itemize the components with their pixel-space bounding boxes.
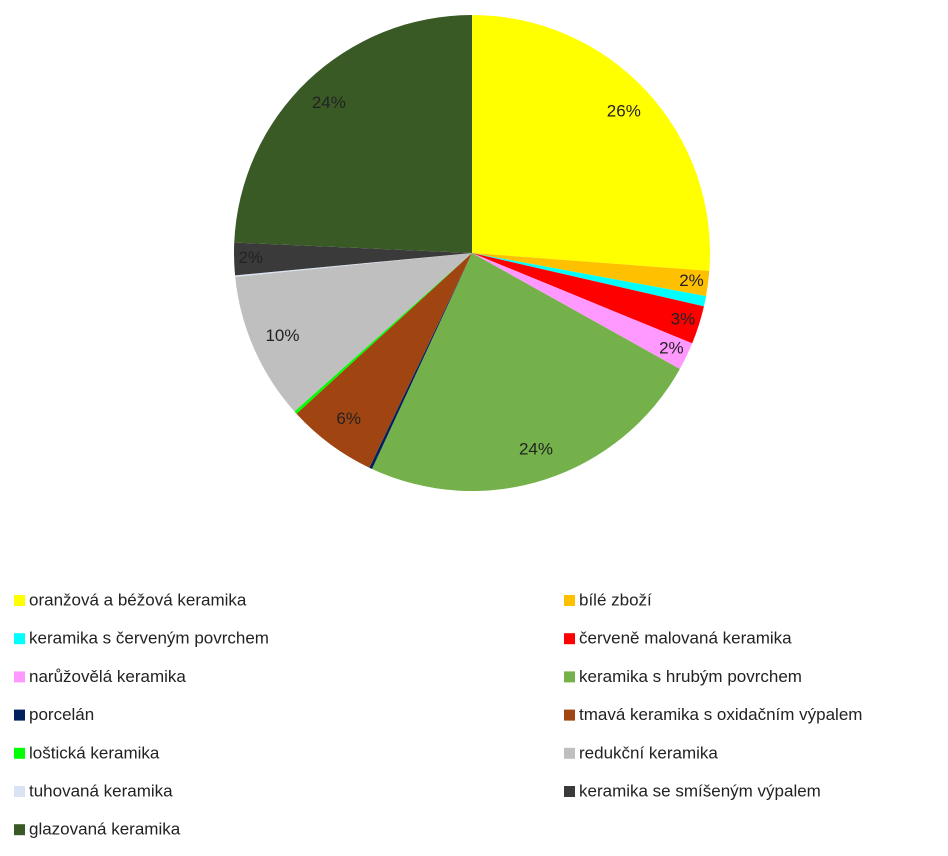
legend-label: tuhovaná keramika <box>29 781 173 800</box>
pie-slice <box>235 253 472 277</box>
legend-swatch <box>564 595 575 606</box>
pie-slice <box>472 253 693 369</box>
data-label: 2% <box>679 271 704 290</box>
legend-swatch <box>14 595 25 606</box>
pie-slice <box>472 253 704 344</box>
pie-slice <box>472 15 710 271</box>
data-label: 26% <box>607 102 641 121</box>
legend-label: bílé zboží <box>579 590 652 609</box>
data-label: 24% <box>312 93 346 112</box>
legend-label: keramika s hrubým povrchem <box>579 667 802 686</box>
legend-swatch <box>564 709 575 721</box>
legend-swatch <box>14 671 25 683</box>
legend-label: oranžová a béžová keramika <box>29 590 247 609</box>
legend-label: červeně malovaná keramika <box>579 629 792 648</box>
data-label: 10% <box>265 326 299 345</box>
pie-slice <box>294 253 472 414</box>
data-label: 6% <box>336 409 361 428</box>
legend-swatch <box>14 633 25 645</box>
legend-label: loštická keramika <box>29 743 160 762</box>
legend-swatch <box>564 747 575 759</box>
legend-label: porcelán <box>29 705 94 724</box>
legend-swatch <box>564 633 575 645</box>
legend-swatch <box>14 709 25 721</box>
legend-label: glazovaná keramika <box>29 820 181 839</box>
legend-swatch <box>14 824 25 836</box>
legend-label: narůžovělá keramika <box>29 667 186 686</box>
pie-slice <box>472 253 707 307</box>
data-label: 3% <box>671 310 696 329</box>
legend-label: keramika se smíšeným výpalem <box>579 781 821 800</box>
legend-label: redukční keramika <box>579 743 718 762</box>
pie-slice <box>235 253 472 412</box>
data-label: 24% <box>519 439 553 458</box>
legend-label: keramika s červeným povrchem <box>29 629 269 648</box>
data-label: 2% <box>659 339 684 358</box>
pie-slice <box>234 242 472 276</box>
data-label: 2% <box>238 248 263 267</box>
legend-swatch <box>14 747 25 759</box>
legend-swatch <box>14 786 25 797</box>
legend-swatch <box>564 671 575 683</box>
pie-slice <box>296 253 472 468</box>
pie-slice <box>372 253 680 491</box>
legend-label: tmavá keramika s oxidačním výpalem <box>579 705 862 724</box>
pie-slice <box>472 253 710 297</box>
pie-slice <box>369 253 472 469</box>
legend-swatch <box>564 786 575 797</box>
pie-slice <box>234 15 472 253</box>
